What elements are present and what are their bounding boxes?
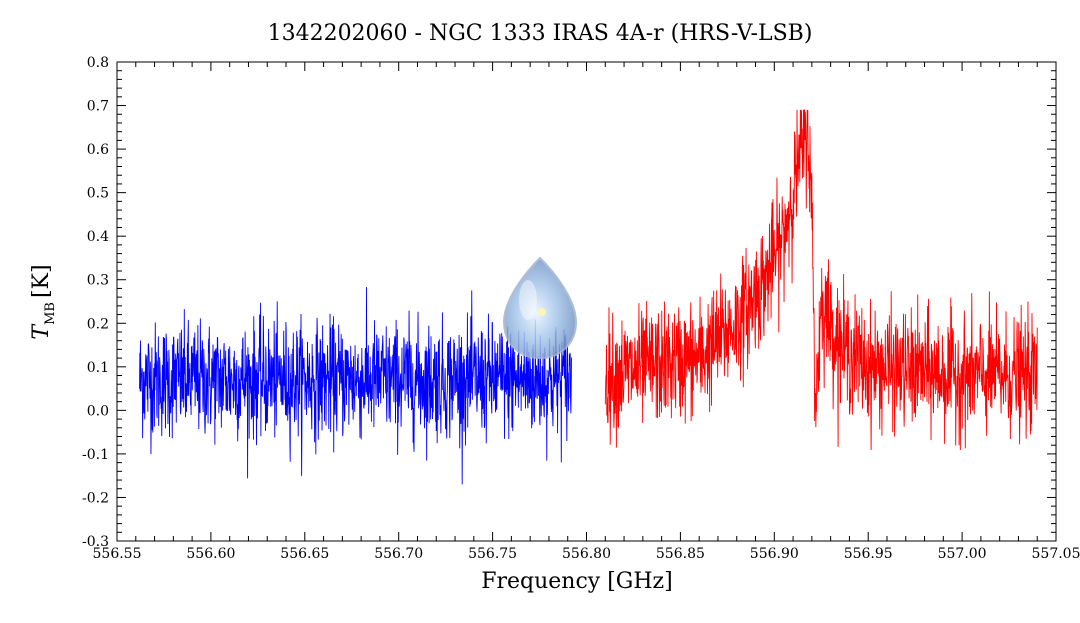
- y-axis-label-sub: MB: [43, 302, 58, 325]
- y-tick-label: -0.3: [82, 534, 109, 550]
- x-tick-label: 556.70: [374, 546, 423, 562]
- drop-highlight-icon: [519, 280, 537, 320]
- star-icon: [538, 308, 546, 316]
- y-axis-label: TMB[K]: [29, 264, 58, 339]
- watermark-logo: [504, 258, 576, 358]
- y-tick-label: 0.2: [87, 316, 109, 332]
- x-tick-label: 556.75: [468, 546, 517, 562]
- y-tick-label: 0.0: [87, 403, 109, 419]
- x-tick-label: 556.85: [656, 546, 705, 562]
- svg-text:TMB[K]: TMB[K]: [29, 264, 58, 339]
- y-tick-label: 0.5: [87, 186, 109, 202]
- y-tick-label: 0.3: [87, 273, 109, 289]
- y-tick-label: -0.2: [82, 490, 109, 506]
- x-tick-label: 556.60: [186, 546, 235, 562]
- chart-title: 1342202060 - NGC 1333 IRAS 4A-r (HRS-V-L…: [268, 21, 813, 46]
- y-tick-label: 0.8: [87, 55, 109, 71]
- x-axis-label: Frequency [GHz]: [481, 569, 673, 594]
- x-tick-label: 557.05: [1032, 546, 1080, 562]
- x-tick-label: 556.90: [750, 546, 799, 562]
- plot-frame: [117, 62, 1056, 541]
- series-red-line: [605, 110, 1037, 450]
- y-tick-label: 0.1: [87, 360, 109, 376]
- y-tick-label: 0.6: [87, 142, 109, 158]
- x-tick-label: 556.80: [562, 546, 611, 562]
- series-layer: [140, 110, 1038, 484]
- x-tick-label: 556.65: [280, 546, 329, 562]
- y-axis-label-unit: [K]: [29, 264, 54, 298]
- y-tick-label: 0.4: [87, 229, 109, 245]
- x-tick-label: 556.95: [844, 546, 893, 562]
- drop-logo-icon: [504, 258, 576, 358]
- x-tick-label: 557.00: [938, 546, 987, 562]
- y-tick-label: -0.1: [82, 447, 109, 463]
- y-tick-label: 0.7: [87, 99, 109, 115]
